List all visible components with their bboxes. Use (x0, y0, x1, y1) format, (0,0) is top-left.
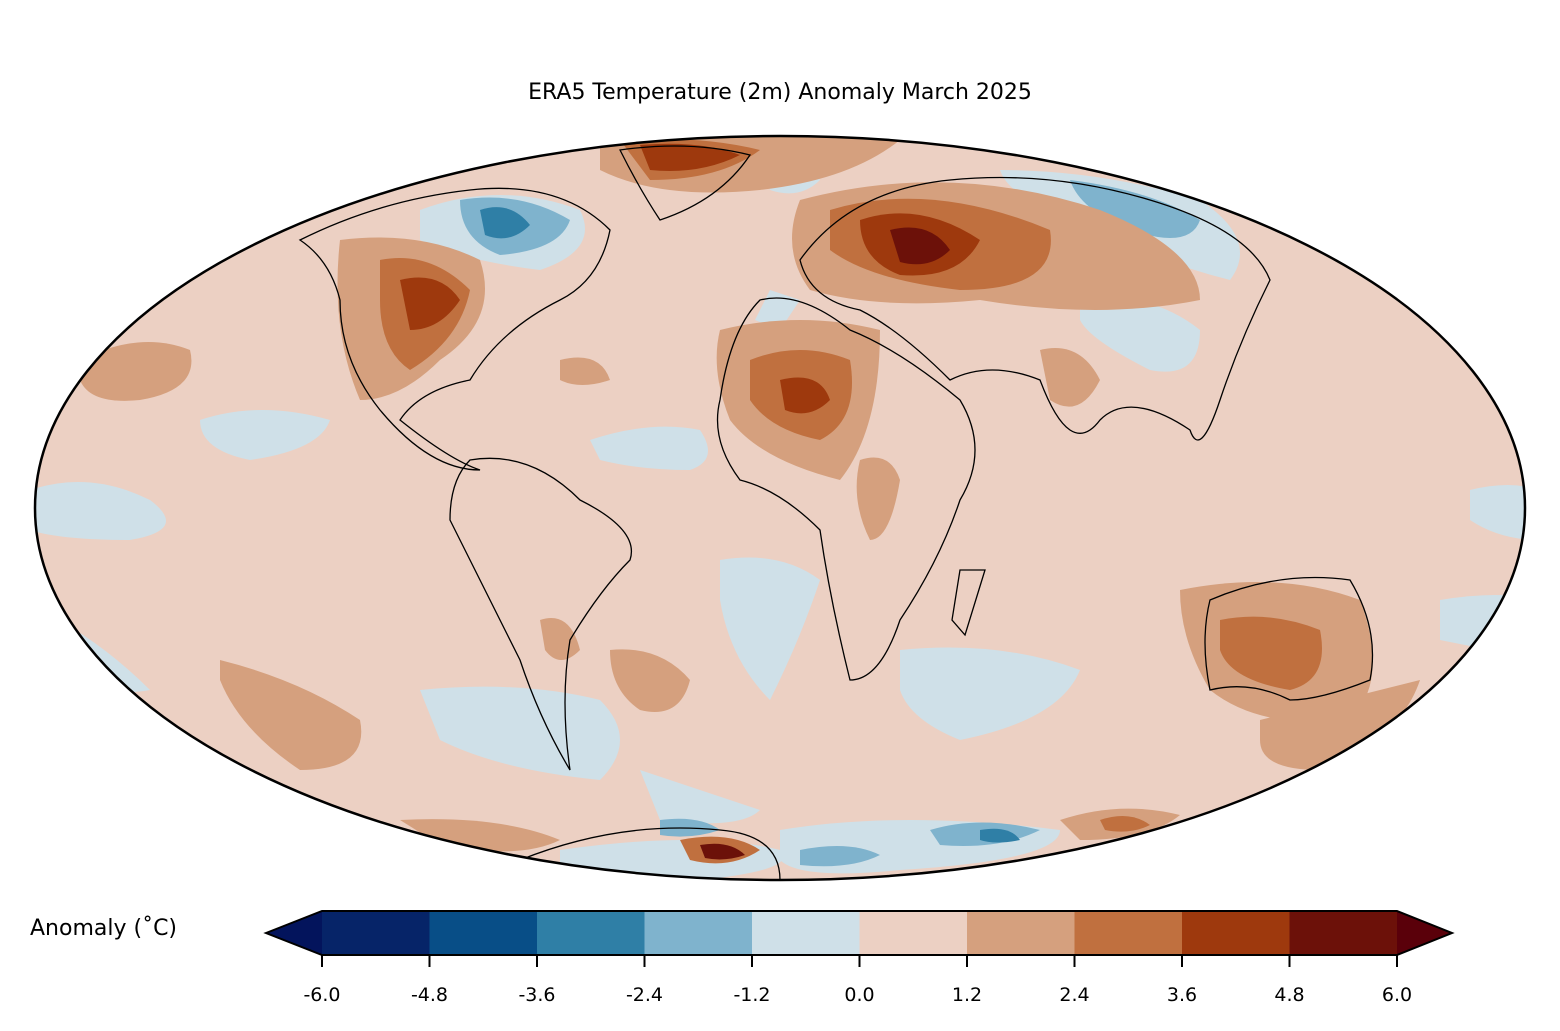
colorbar-segment (967, 911, 1075, 955)
colorbar-tick-label: -4.8 (410, 984, 449, 1006)
colorbar-segment (322, 911, 430, 955)
colorbar-extend-min (266, 911, 322, 955)
colorbar-tick-label: 4.8 (1274, 984, 1305, 1006)
anomaly-field (35, 136, 1525, 880)
colorbar-tick-label: -3.6 (518, 984, 556, 1006)
colorbar-segment (537, 911, 645, 955)
colorbar-tick-label: 1.2 (951, 984, 983, 1006)
colorbar (263, 910, 1455, 967)
coastlines (298, 145, 1374, 880)
colorbar-extend-max (1397, 911, 1452, 955)
colorbar-segment (1074, 911, 1183, 955)
colorbar-segment (859, 911, 968, 955)
colorbar-tick-label: 0.0 (844, 984, 875, 1006)
colorbar-label: Anomaly (˚C) (30, 916, 178, 941)
colorbar-segment (752, 911, 860, 955)
colorbar-segment (429, 911, 538, 955)
background-anomaly (35, 136, 1525, 880)
colorbar-tick-label: -6.0 (303, 984, 341, 1006)
colorbar-tick-label: -1.2 (733, 984, 771, 1006)
colorbar-tick-label: -2.4 (625, 984, 664, 1006)
colorbar-segment (644, 911, 753, 955)
map-title: ERA5 Temperature (2m) Anomaly March 2025 (528, 80, 1032, 105)
colorbar-tick-label: 2.4 (1059, 984, 1090, 1006)
map-boundary (33, 134, 1527, 882)
extreme-warm-regions (700, 227, 950, 860)
colorbar-segment (1289, 911, 1398, 955)
strong-cool-regions (480, 207, 1020, 843)
colorbar-tick-label: 6.0 (1381, 984, 1413, 1006)
colorbar-tick-label: 3.6 (1166, 984, 1198, 1006)
colorbar-segment (1182, 911, 1290, 955)
